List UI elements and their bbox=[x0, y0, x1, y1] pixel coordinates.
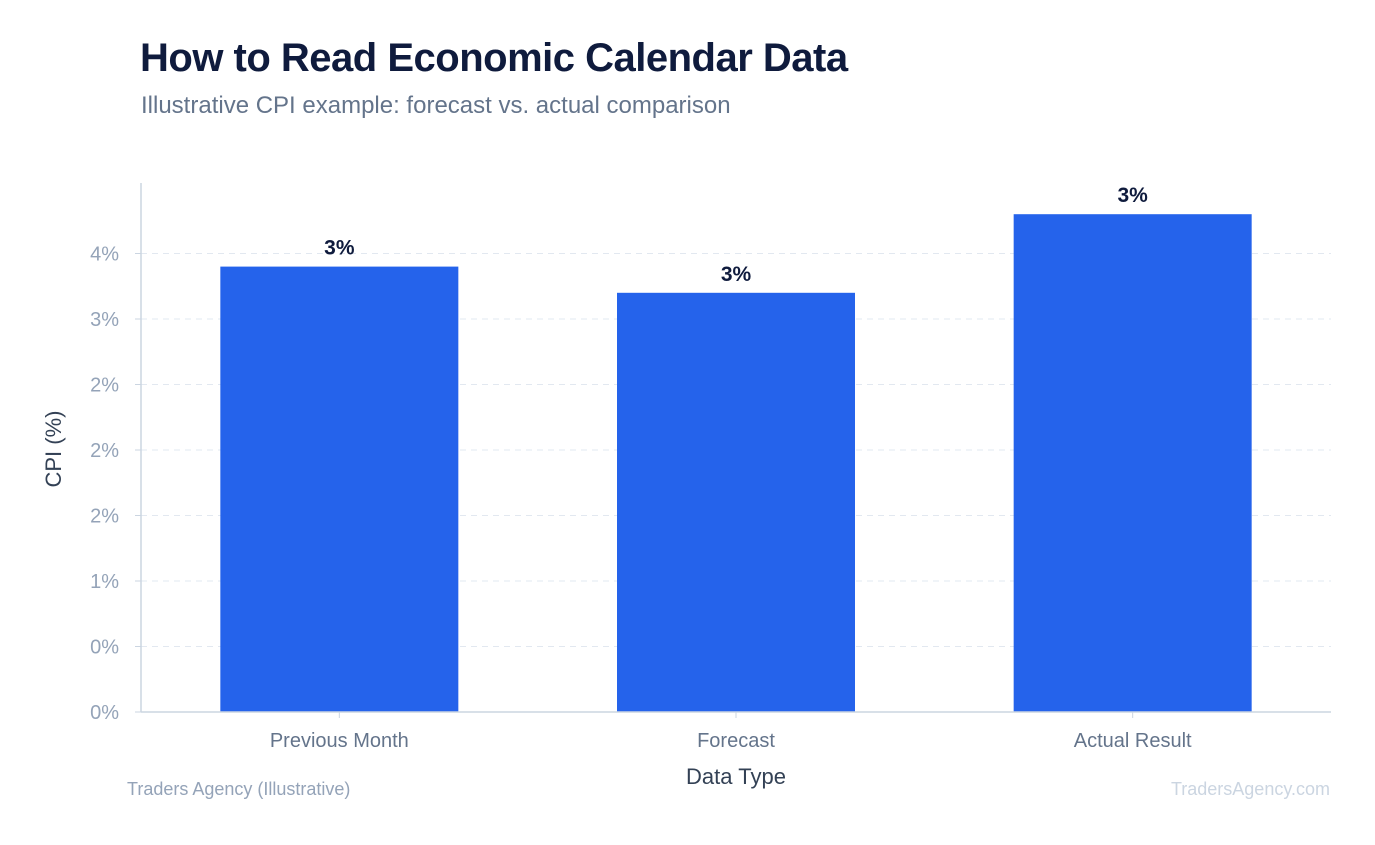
chart-title: How to Read Economic Calendar Data bbox=[140, 36, 848, 80]
chart-subtitle: Illustrative CPI example: forecast vs. a… bbox=[141, 92, 731, 119]
y-tick-label: 4% bbox=[90, 244, 119, 266]
y-tick-label: 0% bbox=[90, 637, 119, 659]
bar-value-label: 3% bbox=[324, 237, 355, 260]
axes: 0% 0% 1% 2% 2% 2% 3% 4% Previous Month Forecast Ac… bbox=[90, 183, 1331, 752]
x-tick-label: Actual Result bbox=[1074, 730, 1192, 752]
source-note: Traders Agency (Illustrative) bbox=[127, 779, 351, 799]
bar-value-label: 3% bbox=[1117, 184, 1148, 207]
y-tick-label: 1% bbox=[90, 571, 119, 593]
y-tick-label: 2% bbox=[90, 506, 119, 528]
x-tick-label: Forecast bbox=[697, 730, 775, 752]
x-axis-title: Data Type bbox=[686, 764, 786, 789]
bar bbox=[220, 266, 459, 712]
bar bbox=[617, 292, 855, 712]
x-tick-label: Previous Month bbox=[270, 730, 409, 752]
bars: 3% 3% 3% bbox=[220, 184, 1252, 712]
y-tick-label: 2% bbox=[90, 375, 119, 397]
y-tick-label: 2% bbox=[90, 440, 119, 462]
y-tick-label: 3% bbox=[90, 309, 119, 331]
y-axis-title: CPI (%) bbox=[41, 411, 66, 488]
bar-value-label: 3% bbox=[721, 263, 752, 286]
bar bbox=[1013, 214, 1252, 712]
watermark: TradersAgency.com bbox=[1170, 779, 1330, 799]
y-tick-label: 0% bbox=[90, 702, 119, 724]
